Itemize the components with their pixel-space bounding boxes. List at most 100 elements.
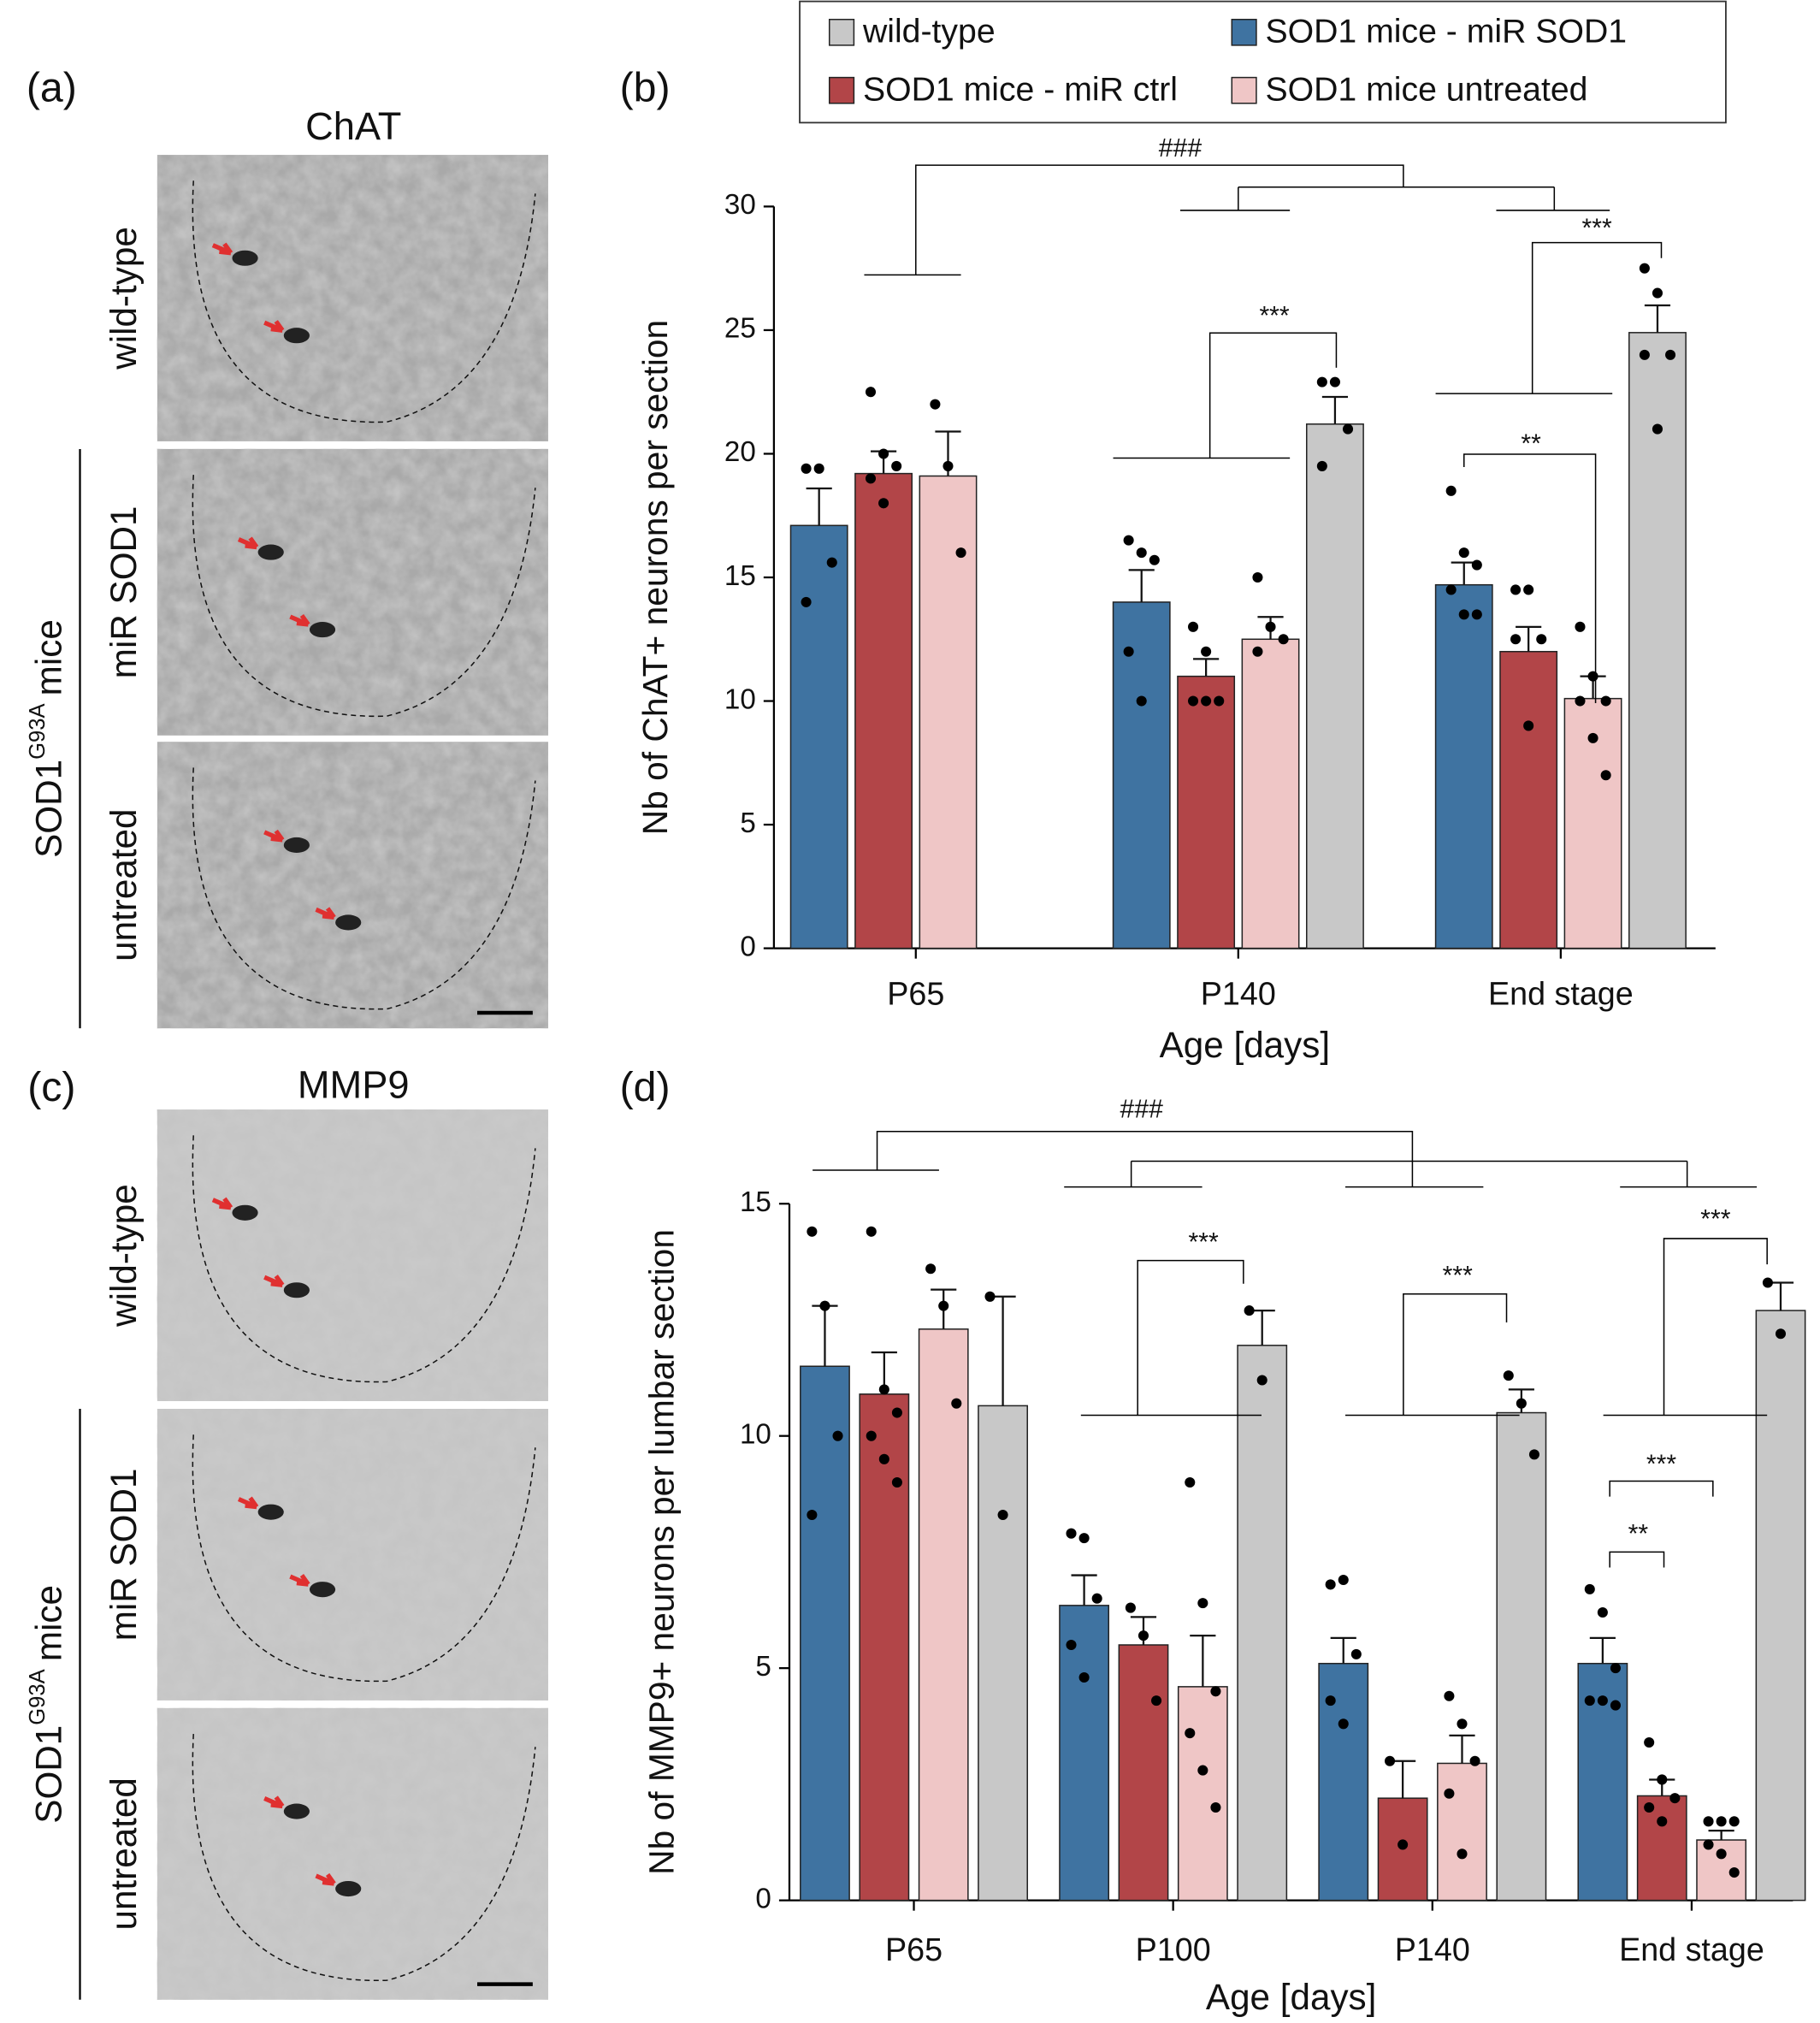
data-point — [1600, 770, 1611, 781]
outline — [192, 475, 536, 717]
micrograph — [157, 155, 548, 441]
data-point — [866, 1226, 877, 1237]
y-tick-label: 15 — [740, 1186, 771, 1218]
panel-label: (c) — [27, 1064, 75, 1110]
data-point — [1078, 1671, 1090, 1683]
data-point — [1091, 1593, 1102, 1604]
data-point — [1597, 1695, 1608, 1707]
data-point — [1123, 535, 1134, 546]
data-point — [1185, 1728, 1196, 1739]
micrograph — [157, 742, 548, 1029]
significance-label: ** — [1628, 1520, 1649, 1548]
group-label: SOD1G93A mice — [26, 619, 68, 858]
data-point — [1584, 1695, 1595, 1707]
data-point — [1125, 1602, 1136, 1613]
data-point — [1256, 1375, 1268, 1386]
micrograph-texture — [157, 742, 548, 1029]
micrograph — [157, 1409, 548, 1701]
cell — [283, 328, 310, 344]
data-point — [984, 1291, 996, 1302]
data-point — [801, 596, 812, 607]
bar — [1496, 1411, 1547, 1902]
data-point — [1639, 263, 1650, 274]
data-point — [1445, 485, 1457, 496]
data-point — [1123, 646, 1134, 657]
data-point — [866, 1430, 877, 1441]
significance-label: ** — [1521, 429, 1541, 458]
data-point — [1528, 1449, 1539, 1460]
data-point — [1510, 634, 1522, 645]
panel-label: (b) — [620, 64, 671, 110]
data-point — [1384, 1755, 1396, 1766]
bar — [789, 524, 848, 949]
arrow — [263, 320, 285, 333]
data-point — [1066, 1639, 1077, 1651]
data-point — [1149, 554, 1160, 565]
data-point — [1471, 559, 1482, 571]
data-point — [1444, 1788, 1455, 1799]
bar — [1434, 583, 1493, 949]
bar — [1059, 1605, 1110, 1902]
outline — [192, 1135, 536, 1383]
arrow — [263, 1275, 285, 1287]
arrow — [315, 1872, 336, 1886]
x-tick-label: End stage — [1488, 975, 1634, 1011]
data-point — [955, 547, 966, 559]
data-point — [1316, 376, 1327, 387]
significance-bracket — [1531, 241, 1663, 394]
data-point — [1278, 634, 1289, 645]
data-point — [1523, 720, 1534, 731]
data-point — [1669, 1793, 1681, 1804]
data-point — [1444, 1690, 1455, 1701]
y-tick-label: 0 — [755, 1883, 771, 1914]
data-point — [1136, 547, 1147, 559]
arrow — [315, 907, 336, 920]
cell — [232, 1204, 258, 1221]
significance-label: *** — [1646, 1450, 1676, 1478]
data-point — [1078, 1533, 1090, 1544]
micrograph-texture — [157, 1109, 548, 1401]
data-point — [1584, 1583, 1595, 1594]
row-label: miR SOD1 — [103, 506, 144, 678]
data-point — [1188, 621, 1199, 632]
data-point — [1639, 349, 1650, 360]
data-point — [1716, 1816, 1727, 1827]
y-axis-label: Nb of MMP9+ neurons per lumbar section — [641, 1229, 681, 1875]
cell — [309, 1582, 336, 1598]
data-point — [1575, 621, 1586, 632]
data-point — [1136, 695, 1147, 707]
legend-swatch — [828, 76, 855, 104]
data-point — [1210, 1686, 1221, 1697]
data-point — [807, 1226, 818, 1237]
x-tick-label: P140 — [1201, 975, 1276, 1011]
panel-title: MMP9 — [298, 1062, 410, 1106]
micrograph — [157, 1109, 548, 1401]
panel-label: (a) — [27, 64, 77, 110]
data-point — [1197, 1598, 1208, 1609]
significance-bracket — [876, 1131, 1414, 1187]
data-point — [878, 498, 889, 509]
cell — [283, 1803, 310, 1819]
cell — [257, 544, 284, 560]
data-point — [1066, 1528, 1077, 1539]
significance-bracket — [1462, 453, 1597, 704]
data-point — [1587, 671, 1598, 682]
bar — [1177, 675, 1236, 949]
panel-title: ChAT — [305, 104, 401, 148]
data-point — [1471, 609, 1482, 620]
data-point — [1469, 1755, 1480, 1766]
data-point — [1516, 1398, 1527, 1409]
data-point — [1188, 695, 1199, 707]
y-tick-label: 10 — [724, 683, 756, 715]
group-sup: G93A — [26, 1668, 50, 1724]
data-point — [1458, 547, 1469, 559]
legend-label: SOD1 mice - miR SOD1 — [1265, 14, 1627, 50]
data-point — [1644, 1801, 1655, 1813]
group-sup: G93A — [26, 702, 50, 759]
cell — [283, 1282, 310, 1298]
significance-label: ### — [1120, 1096, 1164, 1124]
significance-bracket — [1609, 1480, 1714, 1497]
data-point — [878, 1384, 889, 1395]
bar — [1112, 601, 1171, 949]
data-point — [1138, 1630, 1149, 1641]
